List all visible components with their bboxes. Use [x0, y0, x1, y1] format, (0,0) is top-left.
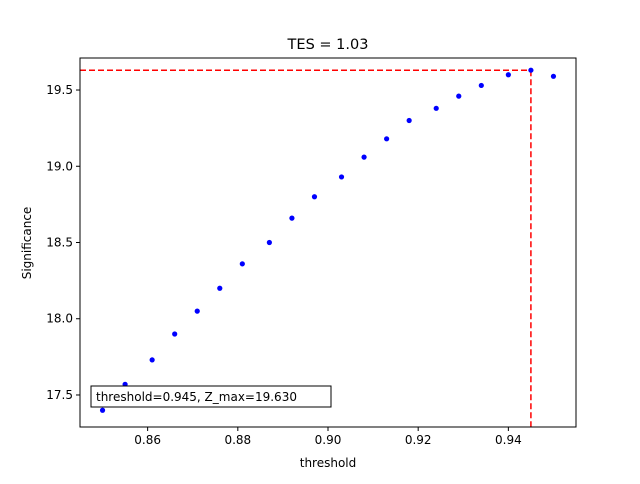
plot-frame [79, 57, 577, 428]
x-axis-label: threshold [300, 456, 357, 470]
data-point [384, 136, 390, 142]
data-point [478, 82, 484, 89]
data-points [99, 67, 557, 413]
y-tick-label: 19.5 [46, 83, 73, 97]
data-point [266, 239, 272, 246]
x-tick-label: 0.90 [315, 433, 342, 447]
y-axis-label: Significance [20, 207, 34, 280]
y-tick-label: 19.0 [46, 159, 73, 173]
x-tick-label: 0.92 [405, 433, 432, 447]
annotation-frame [90, 385, 332, 408]
data-point [99, 407, 106, 413]
data-point [311, 194, 318, 200]
data-point [149, 357, 155, 363]
y-axis: 17.5 18.0 18.5 19.0 19.5 [46, 83, 80, 402]
data-point [289, 215, 295, 221]
data-point [194, 308, 200, 314]
x-axis: 0.86 0.88 0.90 0.92 0.94 [134, 427, 522, 447]
data-point [239, 261, 245, 267]
chart-title: TES = 1.03 [287, 37, 369, 53]
data-point [406, 117, 412, 124]
annotation-text: threshold=0.945, Z_max=19.630 [96, 390, 297, 404]
data-point [550, 73, 557, 79]
data-point [338, 174, 345, 180]
data-point [361, 154, 367, 160]
data-point [172, 331, 178, 337]
x-tick-label: 0.88 [224, 433, 251, 447]
y-tick-label: 17.5 [46, 388, 73, 402]
x-tick-label: 0.86 [134, 433, 161, 447]
y-tick-label: 18.0 [46, 312, 73, 326]
data-point [528, 67, 534, 73]
annotation-box: threshold=0.945, Z_max=19.630 [90, 385, 332, 408]
y-tick-label: 18.5 [46, 236, 73, 250]
data-point [505, 72, 511, 78]
data-point [456, 93, 462, 99]
data-point [217, 285, 223, 291]
data-point [433, 105, 439, 111]
reference-lines [80, 69, 532, 427]
x-tick-label: 0.94 [495, 433, 522, 447]
